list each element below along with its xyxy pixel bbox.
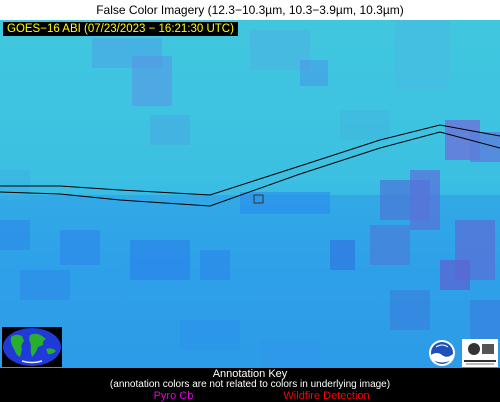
satellite-image (0, 20, 500, 368)
annotation-key-note: (annotation colors are not related to co… (109, 379, 391, 390)
image-title: False Color Imagery (12.3−10.3µm, 10.3−3… (0, 0, 500, 20)
satellite-timestamp: GOES−16 ABI (07/23/2023 − 16:21:30 UTC) (3, 22, 238, 36)
border-line-upper (0, 124, 500, 196)
noaa-logo-icon (428, 339, 456, 367)
nasa-logo-icon (462, 339, 498, 367)
pyro-cb-label: Pyro Cb (153, 390, 194, 402)
wildfire-detection-label: Wildfire Detection (283, 390, 370, 402)
annotation-key-items: Pyro Cb Wildfire Detection (0, 390, 500, 402)
pixel-blocks (0, 20, 500, 368)
false-color-field (0, 20, 500, 368)
border-line-lower (0, 131, 500, 207)
annotation-key: Annotation Key (annotation colors are no… (0, 368, 500, 402)
globe-icon (2, 327, 62, 367)
annotation-key-title: Annotation Key (212, 368, 288, 380)
location-marker (253, 194, 264, 204)
